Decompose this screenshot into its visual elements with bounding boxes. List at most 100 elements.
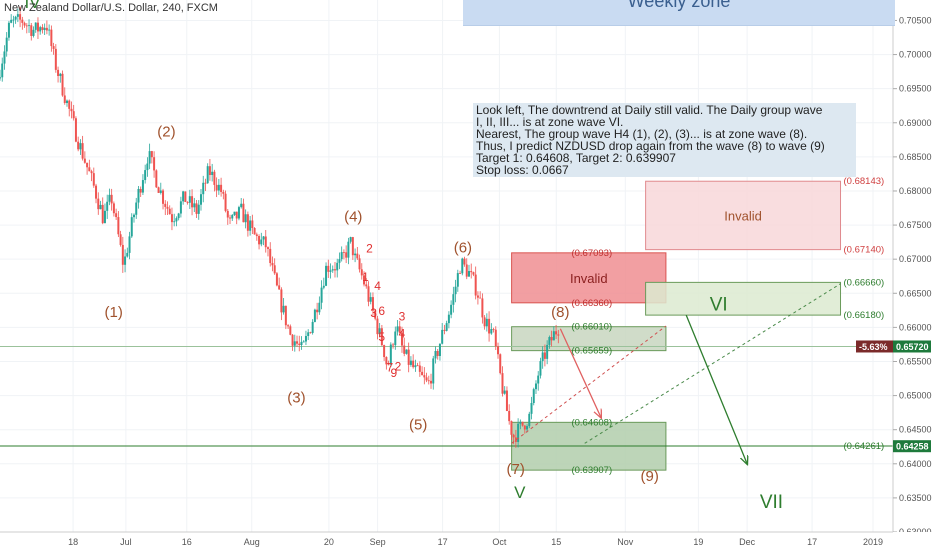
candle-body	[186, 201, 189, 203]
candle-body	[195, 203, 198, 214]
candle-body	[278, 285, 281, 290]
x-axis-bg	[0, 532, 932, 550]
candle-body	[438, 343, 441, 356]
candle	[90, 169, 93, 182]
candle	[19, 6, 22, 28]
candle	[32, 26, 35, 38]
level-label: (0.67093)	[571, 248, 612, 259]
candle	[179, 196, 182, 218]
y-tick-label: 0.70000	[899, 50, 932, 60]
candle-body	[289, 326, 292, 335]
y-tick-label: 0.66500	[899, 288, 932, 298]
candle-body	[470, 271, 473, 273]
wave-label: VII	[760, 492, 783, 513]
candle-body	[548, 337, 551, 345]
candle	[273, 258, 276, 275]
candle	[86, 162, 89, 175]
candle-body	[36, 22, 39, 32]
candle	[421, 366, 424, 376]
candle-body	[197, 204, 200, 214]
wave-label: 2	[395, 359, 402, 373]
candle-body	[30, 25, 33, 36]
candle	[135, 197, 138, 219]
candle-body	[481, 298, 484, 318]
candle	[351, 236, 354, 260]
candle-body	[157, 187, 160, 193]
candle-body	[351, 237, 354, 256]
candle-body	[526, 426, 529, 430]
y-tick-label: 0.64500	[899, 425, 932, 435]
candle-body	[492, 329, 495, 330]
candle-body	[331, 269, 334, 271]
candle	[224, 190, 227, 213]
candle-body	[166, 206, 169, 209]
candle-body	[240, 203, 243, 208]
candle	[231, 214, 234, 221]
candle-body	[298, 343, 301, 345]
candle-body	[450, 304, 453, 315]
candle-body	[48, 29, 51, 31]
candle-body	[184, 191, 187, 202]
candle-body	[97, 198, 100, 210]
candle-body	[327, 265, 330, 272]
candle	[264, 229, 267, 253]
candle	[132, 213, 135, 223]
candle	[168, 205, 171, 215]
candle	[175, 216, 178, 227]
candle	[528, 411, 531, 429]
level-label: (0.66180)	[844, 310, 885, 321]
candle-body	[320, 287, 323, 303]
candle-body	[505, 390, 508, 411]
candle	[363, 271, 366, 287]
candle	[155, 169, 158, 188]
candle-body	[119, 234, 122, 245]
candle	[70, 101, 73, 119]
candle-body	[0, 77, 1, 79]
candle-body	[28, 25, 31, 27]
candle-body	[452, 294, 455, 305]
candle-body	[483, 317, 486, 327]
candle-body	[434, 350, 437, 359]
candle-body	[485, 318, 488, 327]
candle	[488, 311, 491, 342]
candle-body	[394, 331, 397, 346]
x-tick-label: Dec	[739, 537, 756, 547]
candle-body	[86, 162, 89, 168]
level-label: (0.67140)	[844, 245, 885, 256]
candle	[291, 334, 294, 351]
candle-body	[467, 271, 470, 277]
candle-body	[121, 244, 124, 265]
candle-body	[398, 326, 401, 333]
candle	[481, 293, 484, 324]
candle-body	[407, 349, 410, 365]
x-tick-label: 2019	[863, 537, 883, 547]
candle	[409, 356, 412, 367]
candle	[360, 263, 363, 280]
candle-body	[10, 19, 13, 23]
candle	[126, 247, 129, 258]
candle-body	[16, 14, 19, 17]
candle	[81, 135, 84, 161]
candle-body	[367, 286, 370, 302]
y-tick-label: 0.65500	[899, 356, 932, 366]
candle-body	[74, 118, 77, 142]
wave-label: 1	[362, 270, 369, 284]
candle	[28, 19, 31, 33]
candle-body	[229, 217, 232, 219]
candle-body	[494, 329, 497, 347]
candle-body	[425, 377, 428, 381]
candle	[97, 192, 100, 215]
candle-body	[311, 321, 314, 333]
candle	[476, 291, 479, 305]
candle-body	[389, 344, 392, 365]
candle-body	[555, 331, 558, 335]
candle	[63, 87, 66, 105]
candle-body	[508, 410, 511, 422]
candle-body	[396, 326, 399, 332]
x-tick-label: 19	[693, 537, 703, 547]
candle-body	[162, 190, 165, 204]
candle	[258, 234, 261, 250]
candle-body	[88, 167, 91, 172]
candle-body	[445, 323, 448, 331]
